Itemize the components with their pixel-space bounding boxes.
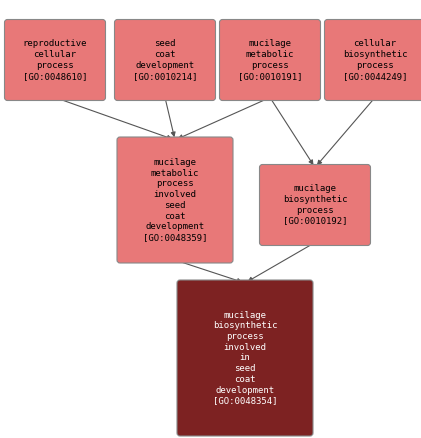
Text: mucilage
metabolic
process
involved
seed
coat
development
[GO:0048359]: mucilage metabolic process involved seed…	[143, 158, 207, 242]
Text: mucilage
biosynthetic
process
involved
in
seed
coat
development
[GO:0048354]: mucilage biosynthetic process involved i…	[213, 311, 277, 406]
Text: mucilage
biosynthetic
process
[GO:0010192]: mucilage biosynthetic process [GO:001019…	[283, 184, 347, 226]
Text: reproductive
cellular
process
[GO:0048610]: reproductive cellular process [GO:004861…	[23, 39, 87, 81]
Text: mucilage
metabolic
process
[GO:0010191]: mucilage metabolic process [GO:0010191]	[238, 39, 302, 81]
FancyBboxPatch shape	[325, 20, 421, 100]
Text: cellular
biosynthetic
process
[GO:0044249]: cellular biosynthetic process [GO:004424…	[343, 39, 407, 81]
FancyBboxPatch shape	[117, 137, 233, 263]
FancyBboxPatch shape	[177, 280, 313, 436]
FancyBboxPatch shape	[5, 20, 106, 100]
FancyBboxPatch shape	[115, 20, 216, 100]
Text: seed
coat
development
[GO:0010214]: seed coat development [GO:0010214]	[133, 39, 197, 81]
FancyBboxPatch shape	[219, 20, 320, 100]
FancyBboxPatch shape	[259, 165, 370, 246]
